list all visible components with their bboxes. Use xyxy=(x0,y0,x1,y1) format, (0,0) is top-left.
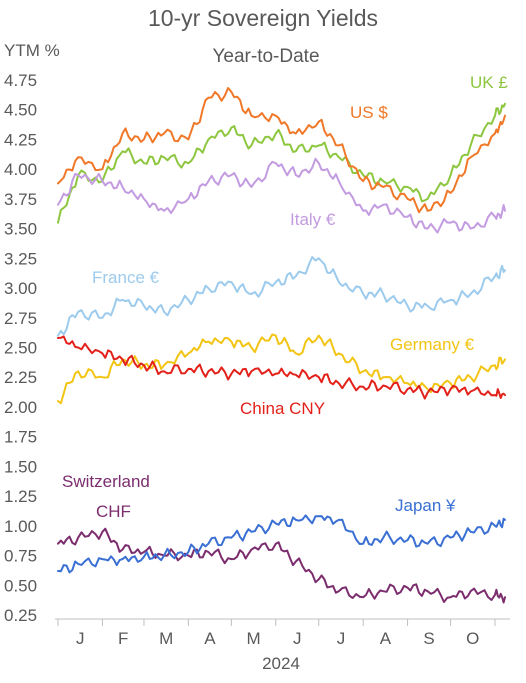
x-axis-year-label: 2024 xyxy=(262,654,300,673)
series-line-france xyxy=(57,256,506,337)
y-tick-label: 4.25 xyxy=(4,130,37,149)
y-axis-label: YTM % xyxy=(4,41,60,60)
y-tick-label: 4.00 xyxy=(4,160,37,179)
series-line-italy xyxy=(57,157,506,234)
y-tick-label: 4.50 xyxy=(4,101,37,120)
series-label-china-cny: China CNY xyxy=(240,399,325,418)
x-tick-label: O xyxy=(466,629,479,648)
y-tick-label: 3.25 xyxy=(4,249,37,268)
series-label-france: France € xyxy=(92,268,160,287)
y-tick-label: 1.75 xyxy=(4,428,37,447)
chart-title: 10-yr Sovereign Yields xyxy=(148,5,378,31)
y-tick-label: 1.25 xyxy=(4,487,37,506)
y-tick-label: 3.50 xyxy=(4,220,37,239)
x-tick-label: A xyxy=(380,629,392,648)
series-label-us: US $ xyxy=(350,103,388,122)
series-line-china-cny xyxy=(57,335,506,400)
series-label-germany: Germany € xyxy=(390,335,475,354)
series-lines xyxy=(57,87,506,604)
y-tick-label: 1.00 xyxy=(4,517,37,536)
y-tick-label: 4.75 xyxy=(4,71,37,90)
series-label-italy: Italy € xyxy=(290,210,336,229)
y-tick-label: 2.50 xyxy=(4,339,37,358)
chart-subtitle: Year-to-Date xyxy=(212,46,319,67)
y-tick-label: 2.00 xyxy=(4,398,37,417)
series-label-japan: Japan ¥ xyxy=(395,496,456,515)
series-line-uk xyxy=(57,102,506,224)
y-tick-label: 3.75 xyxy=(4,190,37,209)
series-line-us xyxy=(57,87,506,214)
y-tick-label: 0.25 xyxy=(4,606,37,625)
y-tick-label: 0.50 xyxy=(4,576,37,595)
x-tick-label: F xyxy=(118,629,128,648)
y-tick-label: 3.00 xyxy=(4,279,37,298)
series-line-switzerland-chf xyxy=(57,527,506,604)
series-label-switzerland-chf: Switzerland CHF xyxy=(62,472,150,521)
y-axis: 4.75 4.50 4.25 4.00 3.75 3.50 3.25 3.00 2.75 2.50… xyxy=(4,71,37,625)
x-tick-label: J xyxy=(293,629,302,648)
x-tick-label: A xyxy=(204,629,216,648)
x-tick-label: M xyxy=(246,629,260,648)
y-tick-label: 0.75 xyxy=(4,547,37,566)
x-tick-label: J xyxy=(76,629,85,648)
y-tick-label: 1.50 xyxy=(4,457,37,476)
y-tick-label: 2.25 xyxy=(4,368,37,387)
x-tick-label: S xyxy=(423,629,434,648)
series-label-uk: UK £ xyxy=(470,73,508,92)
series-line-japan xyxy=(57,514,506,574)
x-tick-label: M xyxy=(159,629,173,648)
series-labels: UK £ US $ Italy € France € Germany € China CN… xyxy=(62,73,508,521)
x-tick-label: J xyxy=(337,629,346,648)
y-tick-label: 2.75 xyxy=(4,309,37,328)
